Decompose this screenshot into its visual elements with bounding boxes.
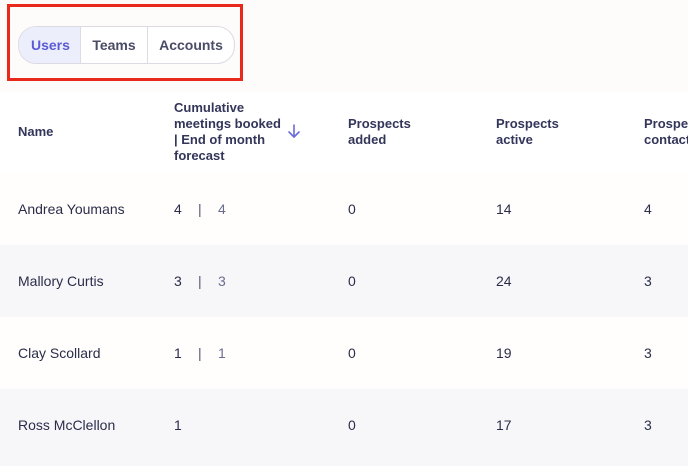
column-header-prospects-contacted[interactable]: Prospects contacted [644,116,688,148]
cell-prospects-active: 14 [496,201,512,217]
cell-prospects-contacted: 4 [644,201,652,217]
view-toolbar: Users Teams Accounts [0,0,688,93]
table-row[interactable]: Clay Scollard 1 | 1 0 19 3 [0,317,688,389]
column-header-prospects-contacted-label: Prospects contacted [644,116,688,147]
column-header-name[interactable]: Name [18,124,54,139]
cell-name: Andrea Youmans [18,201,125,217]
cell-forecast: 4 [218,201,226,217]
tab-users[interactable]: Users [19,27,81,63]
cell-forecast: 3 [218,273,226,289]
cell-separator: | [198,345,202,361]
cell-prospects-active: 17 [496,417,512,433]
table-header: Name Cumulative meetings booked | End of… [0,92,688,174]
cell-prospects-contacted: 3 [644,345,652,361]
arrow-down-icon[interactable] [287,123,301,139]
cell-name: Mallory Curtis [18,273,104,289]
cell-prospects-added: 0 [348,417,356,433]
cell-meetings-booked: 1 [174,345,182,361]
cell-separator: | [198,201,202,217]
cell-prospects-added: 0 [348,273,356,289]
cell-separator: | [198,273,202,289]
table-row[interactable]: Mallory Curtis 3 | 3 0 24 3 [0,245,688,317]
table-row[interactable]: Ross McClellon 1 0 17 3 [0,389,688,466]
cell-prospects-active: 19 [496,345,512,361]
cell-forecast: 1 [218,345,226,361]
cell-meetings-booked: 1 [174,417,182,433]
cell-prospects-added: 0 [348,345,356,361]
view-segmented-control: Users Teams Accounts [18,26,235,64]
column-header-prospects-active[interactable]: Prospects active [496,116,559,147]
cell-name: Ross McClellon [18,417,116,433]
cell-prospects-active: 24 [496,273,512,289]
cell-name: Clay Scollard [18,345,101,361]
cell-meetings-booked: 4 [174,201,182,217]
column-header-prospects-added[interactable]: Prospects added [348,116,411,147]
column-header-meetings[interactable]: Cumulative meetings booked | End of mont… [174,100,281,163]
tab-accounts[interactable]: Accounts [159,37,223,53]
tab-teams[interactable]: Teams [81,27,148,63]
highlight-annotation [7,4,243,81]
table-row[interactable]: Andrea Youmans 4 | 4 0 14 4 [0,173,688,245]
cell-prospects-contacted: 3 [644,417,652,433]
cell-prospects-added: 0 [348,201,356,217]
cell-meetings-booked: 3 [174,273,182,289]
cell-prospects-contacted: 3 [644,273,652,289]
